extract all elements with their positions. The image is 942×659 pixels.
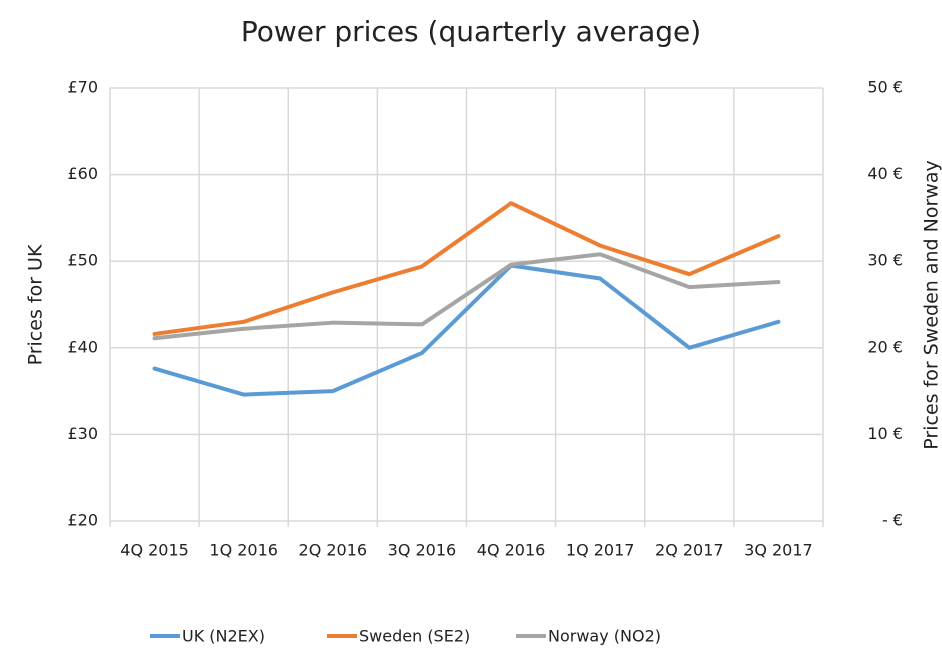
line-series (152, 263, 781, 397)
line-series (152, 252, 781, 341)
y2-tick-label: 50 € (867, 78, 903, 97)
y-tick-label: £60 (67, 164, 98, 183)
x-tick-label: 3Q 2016 (388, 541, 457, 560)
x-tick-label: 4Q 2015 (120, 541, 189, 560)
x-tick-label: 4Q 2016 (477, 541, 546, 560)
y-tick-label: £70 (67, 78, 98, 97)
legend-label: Norway (NO2) (548, 627, 661, 646)
y-tick-label: £40 (67, 337, 98, 356)
x-tick-label: 1Q 2016 (209, 541, 278, 560)
chart-title: Power prices (quarterly average) (241, 15, 701, 48)
y2-axis-label: Prices for Sweden and Norway (921, 160, 942, 449)
y2-tick-label: 30 € (867, 251, 903, 270)
y-axis-label: Prices for UK (25, 244, 47, 365)
x-tick-label: 2Q 2016 (299, 541, 368, 560)
y-tick-label: £20 (67, 511, 98, 530)
x-tick-label: 3Q 2017 (744, 541, 813, 560)
line-series (152, 201, 781, 336)
y2-tick-label: 20 € (867, 337, 903, 356)
y-tick-label: £30 (67, 424, 98, 443)
y2-tick-label: - € (882, 511, 903, 530)
legend-label: Sweden (SE2) (359, 627, 470, 646)
y-tick-label: £50 (67, 251, 98, 270)
x-tick-label: 1Q 2017 (566, 541, 635, 560)
y2-tick-label: 10 € (867, 424, 903, 443)
legend-label: UK (N2EX) (182, 627, 265, 646)
x-tick-label: 2Q 2017 (655, 541, 724, 560)
y2-tick-label: 40 € (867, 164, 903, 183)
